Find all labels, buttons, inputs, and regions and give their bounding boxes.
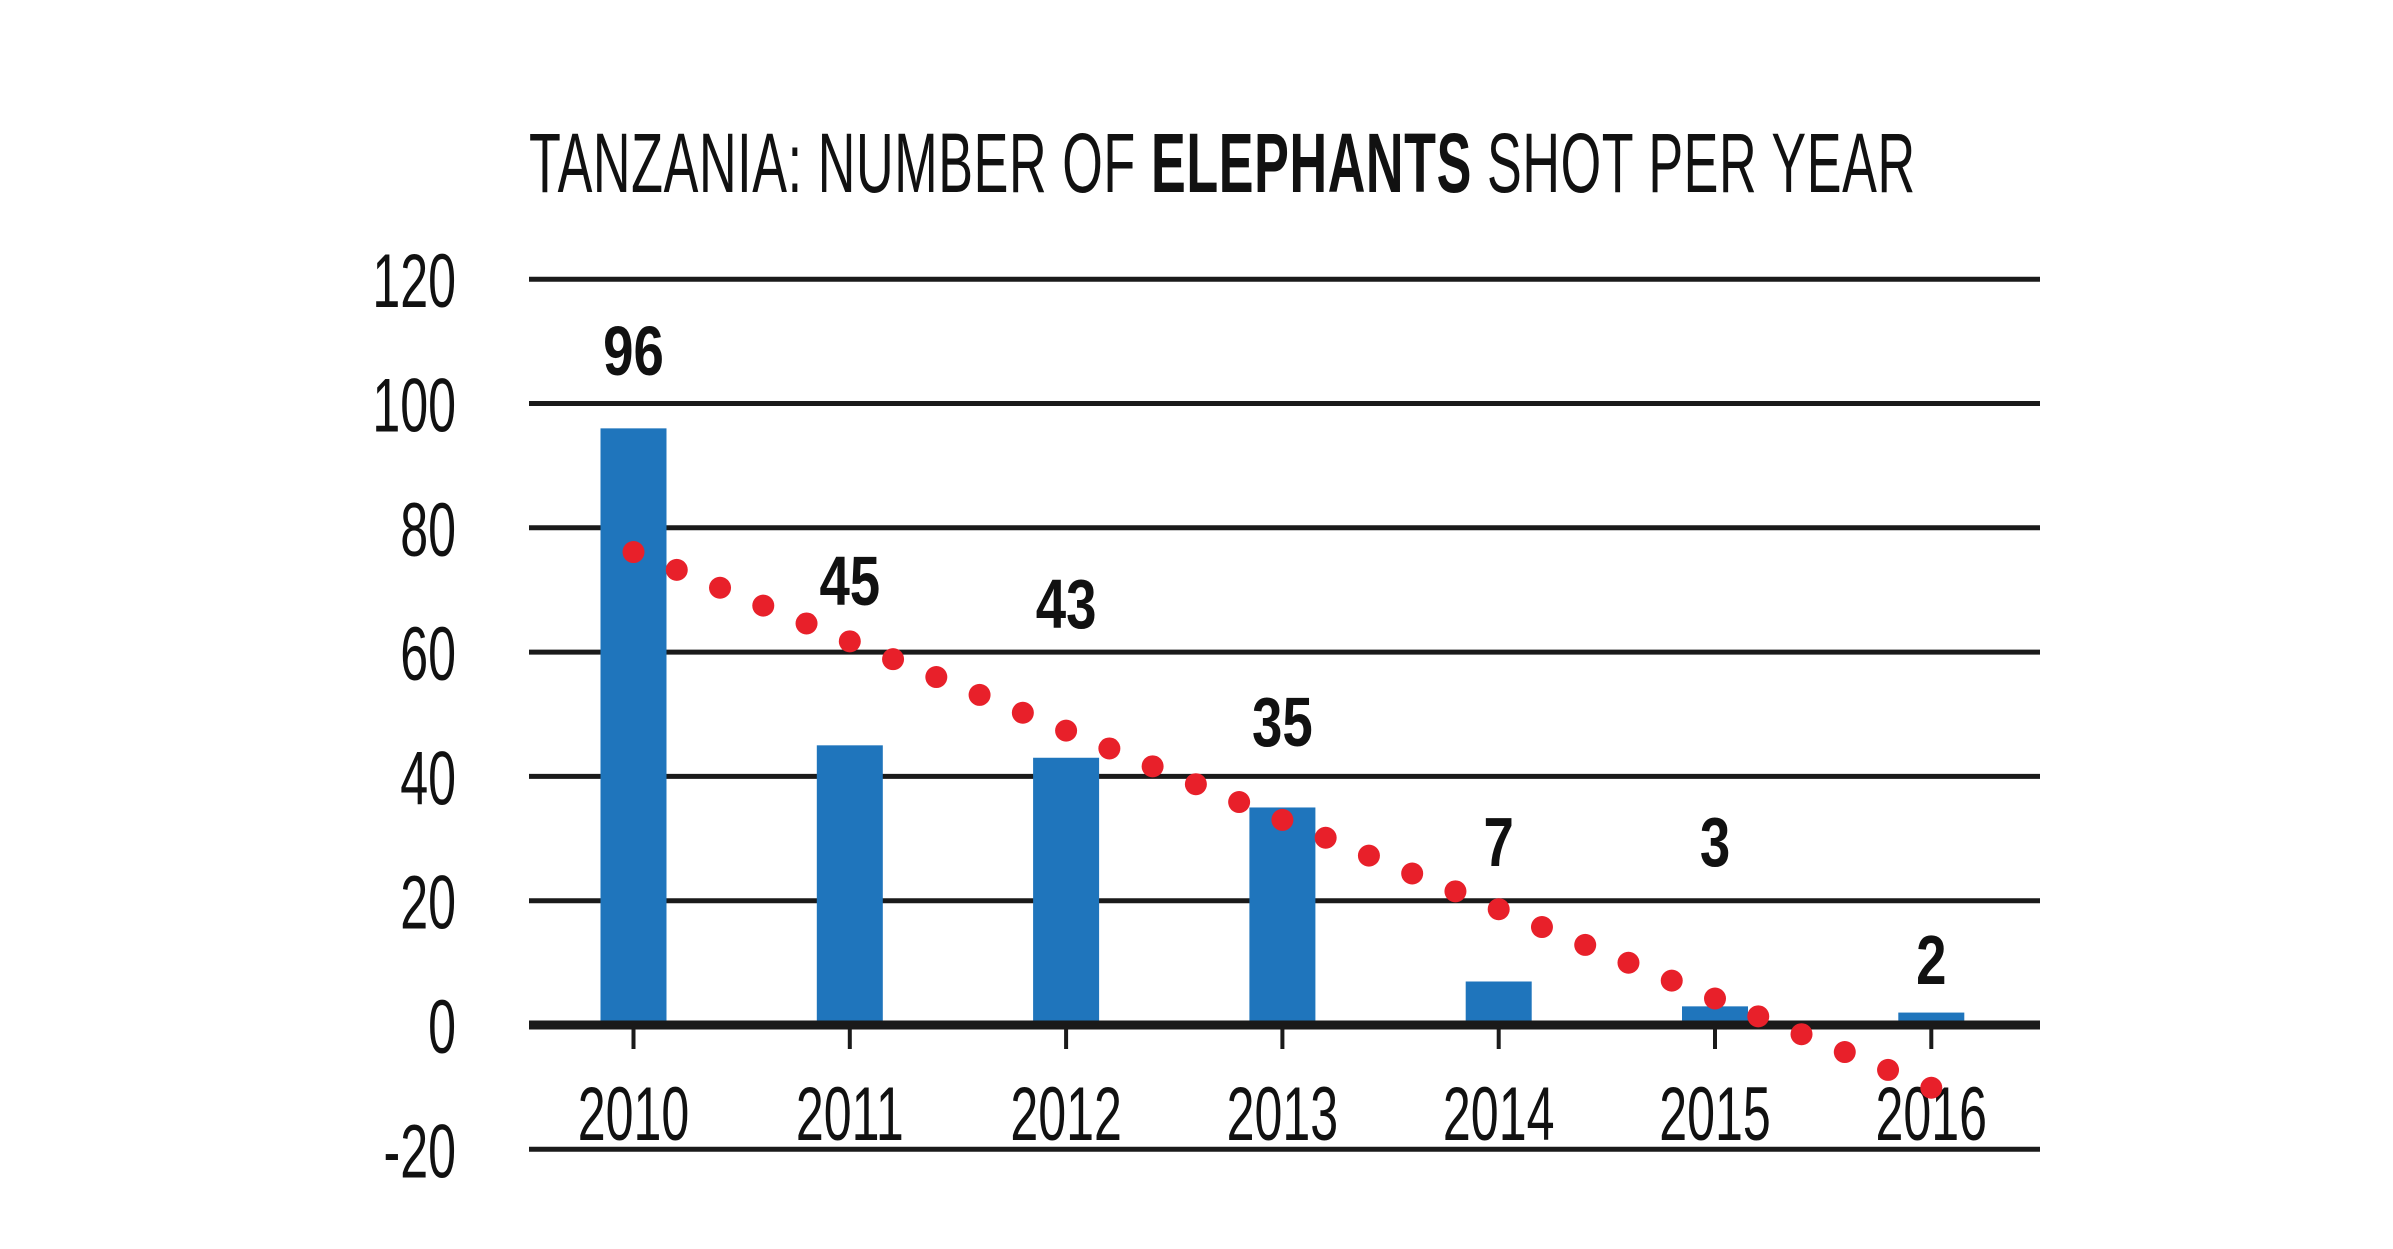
x-tick-label: 2014 bbox=[1443, 1072, 1555, 1157]
title-part-bold: ELEPHANTS bbox=[1150, 116, 1472, 210]
title-part-1: TANZANIA: NUMBER OF bbox=[529, 116, 1151, 210]
trend-dot bbox=[1055, 719, 1078, 742]
y-tick-label: 0 bbox=[428, 985, 456, 1070]
bar bbox=[1682, 1006, 1748, 1025]
y-tick-label: -20 bbox=[384, 1109, 456, 1194]
x-tick-label: 2015 bbox=[1659, 1072, 1771, 1157]
trend-dot bbox=[622, 541, 645, 564]
trend-dot bbox=[1141, 755, 1164, 778]
bar bbox=[816, 745, 883, 1025]
trend-dot bbox=[1920, 1076, 1943, 1099]
bar bbox=[600, 428, 667, 1025]
bar bbox=[1249, 807, 1316, 1025]
trend-dot bbox=[882, 648, 905, 671]
trend-dot bbox=[1877, 1058, 1900, 1081]
trend-dot bbox=[1098, 737, 1121, 760]
trend-dot bbox=[752, 594, 775, 617]
y-tick-label: 60 bbox=[400, 612, 456, 697]
trend-dot bbox=[1184, 773, 1207, 796]
y-tick-label: 20 bbox=[400, 860, 456, 945]
trend-dot bbox=[1704, 987, 1726, 1010]
trend-dot bbox=[665, 558, 688, 581]
trend-dot bbox=[968, 683, 991, 706]
trend-dot bbox=[1444, 880, 1467, 903]
y-tick-label: 120 bbox=[372, 239, 456, 324]
bar bbox=[1033, 757, 1100, 1025]
x-tick-label: 2013 bbox=[1227, 1072, 1339, 1157]
chart-title: TANZANIA: NUMBER OF ELEPHANTS SHOT PER Y… bbox=[529, 116, 1915, 210]
trend-dot bbox=[1574, 933, 1597, 956]
bar bbox=[1465, 981, 1532, 1025]
trend-dot bbox=[1401, 862, 1424, 885]
trend-dot bbox=[1314, 826, 1337, 849]
trend-dot bbox=[1271, 808, 1294, 831]
trend-dot bbox=[1790, 1023, 1813, 1046]
trend-dot bbox=[925, 666, 948, 689]
data-label: 35 bbox=[1252, 684, 1313, 762]
trend-dot bbox=[838, 630, 861, 653]
trend-dot bbox=[1617, 951, 1640, 974]
x-tick-label: 2010 bbox=[578, 1072, 690, 1157]
y-tick-label: 40 bbox=[400, 736, 456, 821]
data-label: 45 bbox=[819, 543, 880, 621]
trend-dot bbox=[1833, 1041, 1856, 1064]
trend-dot bbox=[1530, 916, 1553, 939]
trend-dot bbox=[795, 612, 818, 635]
data-label: 96 bbox=[603, 313, 664, 391]
title-part-3: SHOT PER YEAR bbox=[1471, 116, 1916, 210]
trend-dot bbox=[709, 576, 732, 599]
trend-dot bbox=[1487, 898, 1510, 921]
data-label: 43 bbox=[1036, 566, 1097, 644]
trend-dot bbox=[1011, 701, 1034, 724]
data-label: 7 bbox=[1484, 804, 1514, 882]
trend-dot bbox=[1660, 969, 1683, 992]
trend-dot bbox=[1357, 844, 1380, 867]
data-label: 2 bbox=[1916, 922, 1946, 1000]
y-tick-label: 100 bbox=[372, 363, 456, 448]
y-tick-label: 80 bbox=[400, 487, 456, 572]
x-tick-label: 2012 bbox=[1010, 1072, 1122, 1157]
data-label: 3 bbox=[1700, 804, 1730, 882]
trend-dot bbox=[1228, 791, 1251, 814]
x-tick-label: 2011 bbox=[796, 1072, 904, 1157]
trend-dot bbox=[1747, 1005, 1770, 1028]
